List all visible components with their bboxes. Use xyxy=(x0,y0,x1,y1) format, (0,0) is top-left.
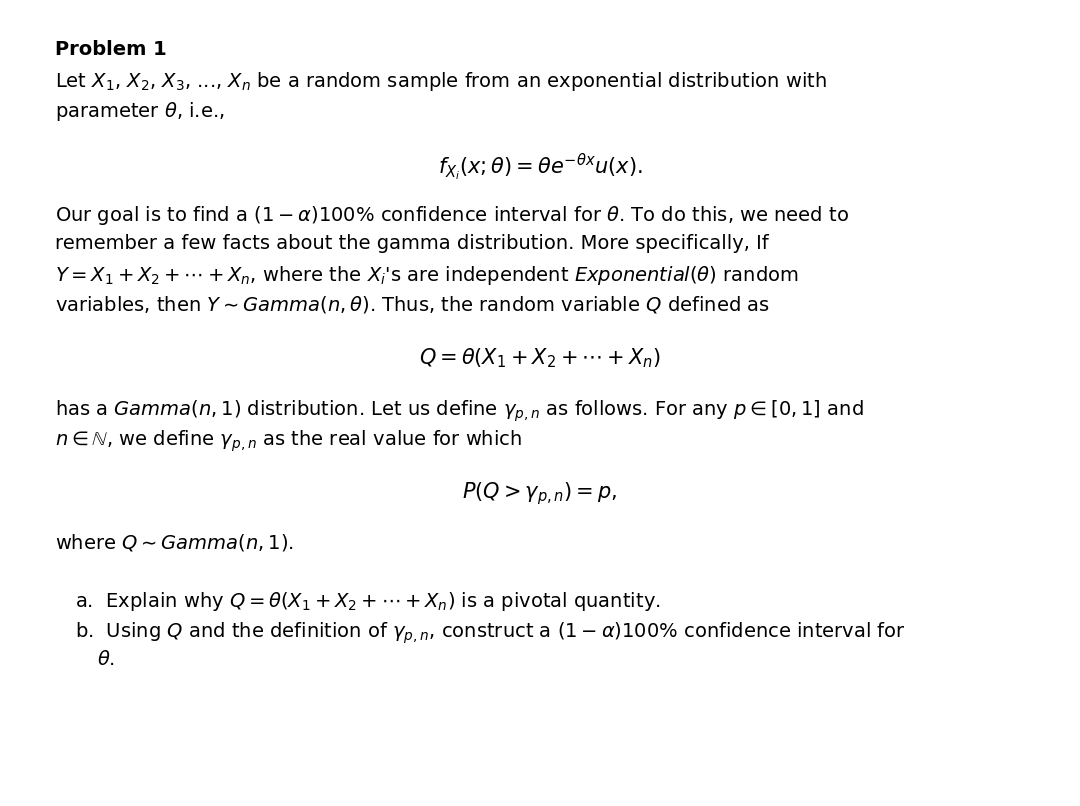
Text: $f_{X_i}(x;\theta) = \theta e^{-\theta x}u(x).$: $f_{X_i}(x;\theta) = \theta e^{-\theta x… xyxy=(437,152,643,183)
Text: b.  Using $Q$ and the definition of $\gamma_{p,n}$, construct a $(1-\alpha)100\%: b. Using $Q$ and the definition of $\gam… xyxy=(75,620,906,646)
Text: parameter $\theta$, i.e.,: parameter $\theta$, i.e., xyxy=(55,100,225,123)
Text: Problem 1: Problem 1 xyxy=(55,40,166,59)
Text: $Y = X_1 + X_2 + \cdots + X_n$, where the $X_i$'s are independent $\mathit{Expon: $Y = X_1 + X_2 + \cdots + X_n$, where th… xyxy=(55,264,798,287)
Text: $\theta$.: $\theta$. xyxy=(97,650,116,669)
Text: Our goal is to find a $(1-\alpha)100\%$ confidence interval for $\theta$. To do : Our goal is to find a $(1-\alpha)100\%$ … xyxy=(55,204,849,227)
Text: has a $\mathit{Gamma}(n, 1)$ distribution. Let us define $\gamma_{p,n}$ as follo: has a $\mathit{Gamma}(n, 1)$ distributio… xyxy=(55,398,864,423)
Text: remember a few facts about the gamma distribution. More specifically, If: remember a few facts about the gamma dis… xyxy=(55,234,769,253)
Text: where $Q \sim \mathit{Gamma}(n, 1)$.: where $Q \sim \mathit{Gamma}(n, 1)$. xyxy=(55,532,294,553)
Text: variables, then $Y \sim \mathit{Gamma}(n, \theta)$. Thus, the random variable $Q: variables, then $Y \sim \mathit{Gamma}(n… xyxy=(55,294,770,315)
Text: $Q = \theta(X_1 + X_2 + \cdots + X_n)$: $Q = \theta(X_1 + X_2 + \cdots + X_n)$ xyxy=(419,346,661,370)
Text: $n \in \mathbb{N}$, we define $\gamma_{p,n}$ as the real value for which: $n \in \mathbb{N}$, we define $\gamma_{p… xyxy=(55,428,522,454)
Text: Let $X_1$, $X_2$, $X_3$, ..., $X_n$ be a random sample from an exponential distr: Let $X_1$, $X_2$, $X_3$, ..., $X_n$ be a… xyxy=(55,70,826,93)
Text: $P(Q > \gamma_{p,n}) = p,$: $P(Q > \gamma_{p,n}) = p,$ xyxy=(462,480,618,507)
Text: a.  Explain why $Q = \theta(X_1 + X_2 + \cdots + X_n)$ is a pivotal quantity.: a. Explain why $Q = \theta(X_1 + X_2 + \… xyxy=(75,590,661,613)
